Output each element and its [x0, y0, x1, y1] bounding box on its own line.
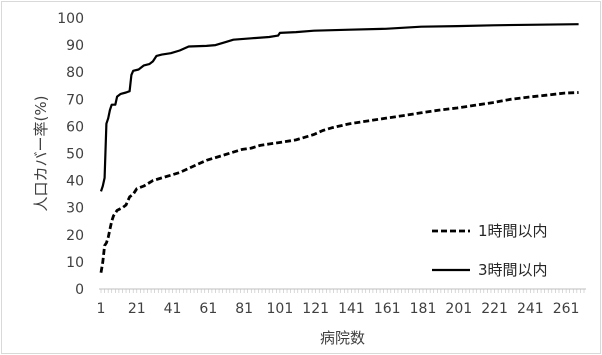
y-tick-label: 20	[66, 228, 84, 244]
x-tick-label: 201	[445, 301, 472, 317]
series-line-2	[99, 23, 579, 192]
legend: 1時間以内 3時間以内	[432, 222, 548, 279]
legend-label-2: 3時間以内	[478, 261, 548, 279]
x-tick-label: 241	[517, 301, 544, 317]
x-tick-label: 21	[128, 301, 146, 317]
y-tick-label: 10	[66, 255, 84, 271]
y-tick-label: 0	[75, 282, 84, 298]
x-tick-label: 81	[235, 301, 253, 317]
y-tick-label: 30	[66, 201, 84, 217]
x-tick-label: 121	[302, 301, 329, 317]
x-tick-label: 1	[97, 301, 106, 317]
legend-label-1: 1時間以内	[478, 222, 548, 240]
x-tick-label: 41	[164, 301, 182, 317]
y-tick-label: 50	[66, 147, 84, 163]
y-tick-label: 80	[66, 65, 84, 81]
x-tick-label: 61	[199, 301, 217, 317]
x-axis-title: 病院数	[320, 329, 365, 347]
x-tick-label: 101	[267, 301, 294, 317]
y-tick-label: 90	[66, 38, 84, 54]
x-tick-label: 161	[374, 301, 401, 317]
y-tick-label: 100	[57, 11, 84, 27]
x-tick-label: 181	[410, 301, 437, 317]
x-tick-label: 261	[553, 301, 580, 317]
series-line-1	[99, 91, 579, 273]
y-tick-label: 60	[66, 119, 84, 135]
x-tick-label: 221	[481, 301, 508, 317]
y-tick-labels: 0 10 20 30 40 50 60 70 80 90 100	[57, 11, 84, 298]
y-tick-label: 40	[66, 174, 84, 190]
y-tick-label: 70	[66, 92, 84, 108]
x-tick-marks	[100, 289, 585, 293]
x-tick-label: 141	[338, 301, 365, 317]
series-layer	[99, 23, 579, 273]
x-tick-labels: 1 21 41 61 81 101 121 141 161 181 201 221 241 261	[97, 301, 580, 317]
y-axis-title: 人口カバー率(%)	[32, 96, 50, 212]
